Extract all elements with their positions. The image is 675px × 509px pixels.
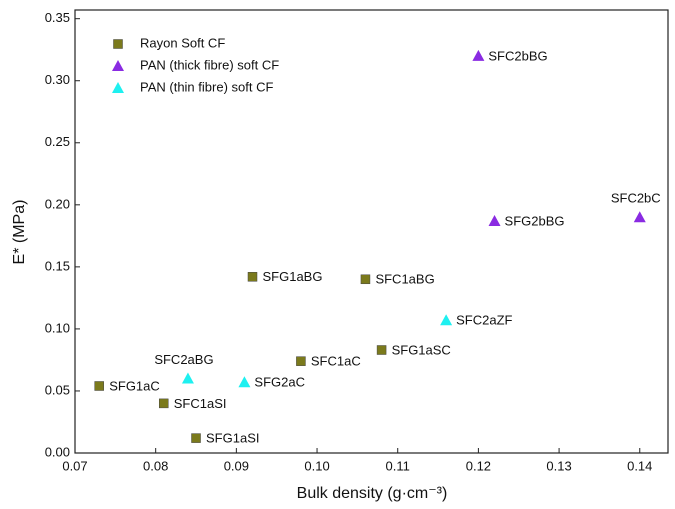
point-label: SFC1aC [311,354,361,369]
marker [191,433,201,443]
legend-marker [112,82,124,93]
x-tick-label: 0.09 [224,458,249,473]
legend-marker [112,60,124,71]
point-label: SFC2aZF [456,313,512,328]
x-tick-label: 0.07 [62,458,87,473]
plot-frame [74,9,669,454]
point-label: SFG2bBG [505,213,565,228]
marker [488,214,501,226]
y-tick-label: 0.15 [45,258,70,273]
point-label: SFG1aBG [262,269,322,284]
marker [296,356,306,366]
x-axis-label: Bulk density (g·cm⁻³) [297,485,448,502]
marker [181,372,194,384]
marker [158,398,169,409]
marker [247,272,258,282]
point-label: SFC1aBG [375,272,434,287]
y-tick-label: 0.35 [45,10,70,25]
y-tick-label: 0.10 [45,320,70,335]
y-tick-label: 0.05 [45,382,70,397]
marker [472,49,485,61]
y-tick-label: 0.20 [45,196,70,211]
marker [238,376,251,388]
legend-label: PAN (thick fibre) soft CF [140,57,279,72]
legend-marker [113,39,123,49]
legend-label: Rayon Soft CF [140,35,225,50]
marker [360,274,371,285]
x-tick-label: 0.14 [627,458,652,473]
point-label: SFC2aBG [154,352,213,367]
x-tick-label: 0.10 [304,458,329,473]
marker [376,345,387,355]
point-label: SFC1aSI [174,396,227,411]
point-label: SFC2bC [611,191,661,206]
y-axis-label: E* (MPa) [11,200,28,265]
y-tick-label: 0.00 [45,444,70,459]
point-label: SFG2aC [254,375,305,390]
x-tick-label: 0.11 [386,458,410,473]
point-label: SFG1aSC [392,342,451,357]
x-tick-label: 0.13 [546,458,571,473]
marker [633,211,646,223]
marker [440,314,453,326]
y-tick-label: 0.30 [45,72,70,87]
y-tick-label: 0.25 [45,134,70,149]
point-label: SFG1aSI [206,431,259,446]
point-label: SFC2bBG [488,48,547,63]
x-tick-label: 0.12 [466,458,491,473]
x-tick-label: 0.08 [143,458,168,473]
marker [94,381,104,391]
point-label: SFG1aC [109,378,160,393]
legend-label: PAN (thin fibre) soft CF [140,79,273,94]
